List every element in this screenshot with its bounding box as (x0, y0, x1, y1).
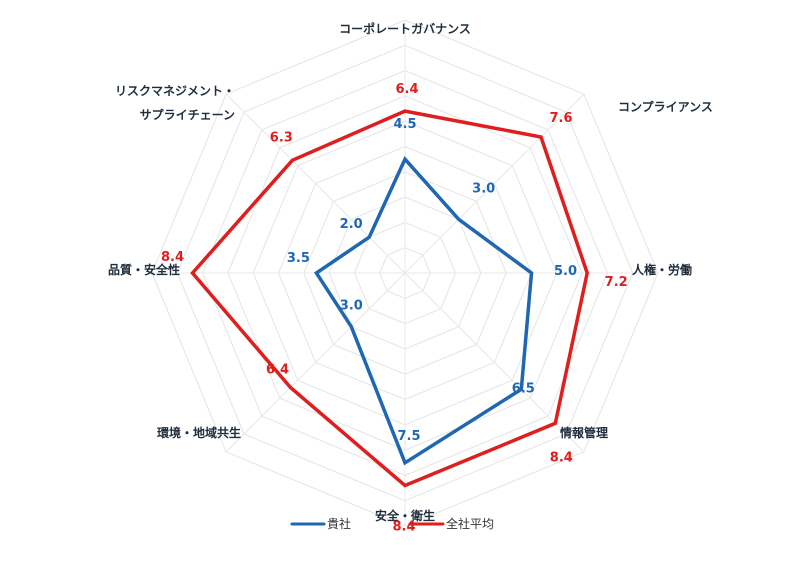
value-label-1-5: 6.4 (266, 363, 289, 378)
axis-label-7: リスクマネジメント・サプライチェーン (115, 84, 235, 122)
value-label-0-7: 2.0 (340, 217, 363, 232)
value-label-1-7: 6.3 (270, 130, 293, 145)
value-label-0-5: 3.0 (340, 299, 363, 314)
series-line-0 (313, 156, 534, 466)
legend-label-0: 貴社 (327, 516, 351, 531)
value-label-1-3: 8.4 (550, 450, 573, 465)
value-labels: 4.5 3.0 5.0 6.5 7.5 3.0 3.5 2.0 6.4 7.6 7.2 8.4 8.4 6… (161, 82, 628, 534)
spoke-3 (404, 272, 585, 453)
spoke-5 (225, 272, 406, 453)
axis-label-6: 品質・安全性 (108, 262, 180, 277)
value-label-0-2: 5.0 (554, 264, 577, 279)
value-label-0-0: 4.5 (393, 117, 416, 132)
spoke-7 (225, 93, 406, 274)
axis-label-7-line-1: サプライチェーン (140, 107, 235, 122)
value-label-0-6: 3.5 (287, 251, 310, 266)
value-label-0-3: 6.5 (512, 381, 535, 396)
axis-label-7-line-0: リスクマネジメント・ (115, 84, 235, 98)
value-label-1-0: 6.4 (395, 82, 418, 97)
legend: 貴社 全社平均 (290, 516, 494, 531)
series-lines (190, 109, 590, 488)
axis-label-0: コーポレートガバナンス (339, 21, 471, 36)
axis-label-4: 安全・衛生 (375, 508, 435, 523)
value-label-1-1: 7.6 (549, 111, 572, 126)
series-line-1 (190, 109, 590, 488)
value-label-1-4: 8.4 (392, 520, 415, 535)
axis-label-3: 情報管理 (560, 425, 608, 440)
value-label-1-6: 8.4 (161, 250, 184, 265)
value-label-0-4: 7.5 (397, 429, 420, 444)
value-label-1-2: 7.2 (605, 275, 628, 290)
value-label-0-1: 3.0 (472, 181, 495, 196)
spoke-1 (404, 93, 585, 274)
axis-label-5: 環境・地域共生 (157, 425, 241, 440)
legend-label-1: 全社平均 (446, 516, 494, 531)
axis-label-1: コンプライアンス (618, 99, 713, 114)
axis-label-2: 人権・労働 (632, 262, 692, 277)
